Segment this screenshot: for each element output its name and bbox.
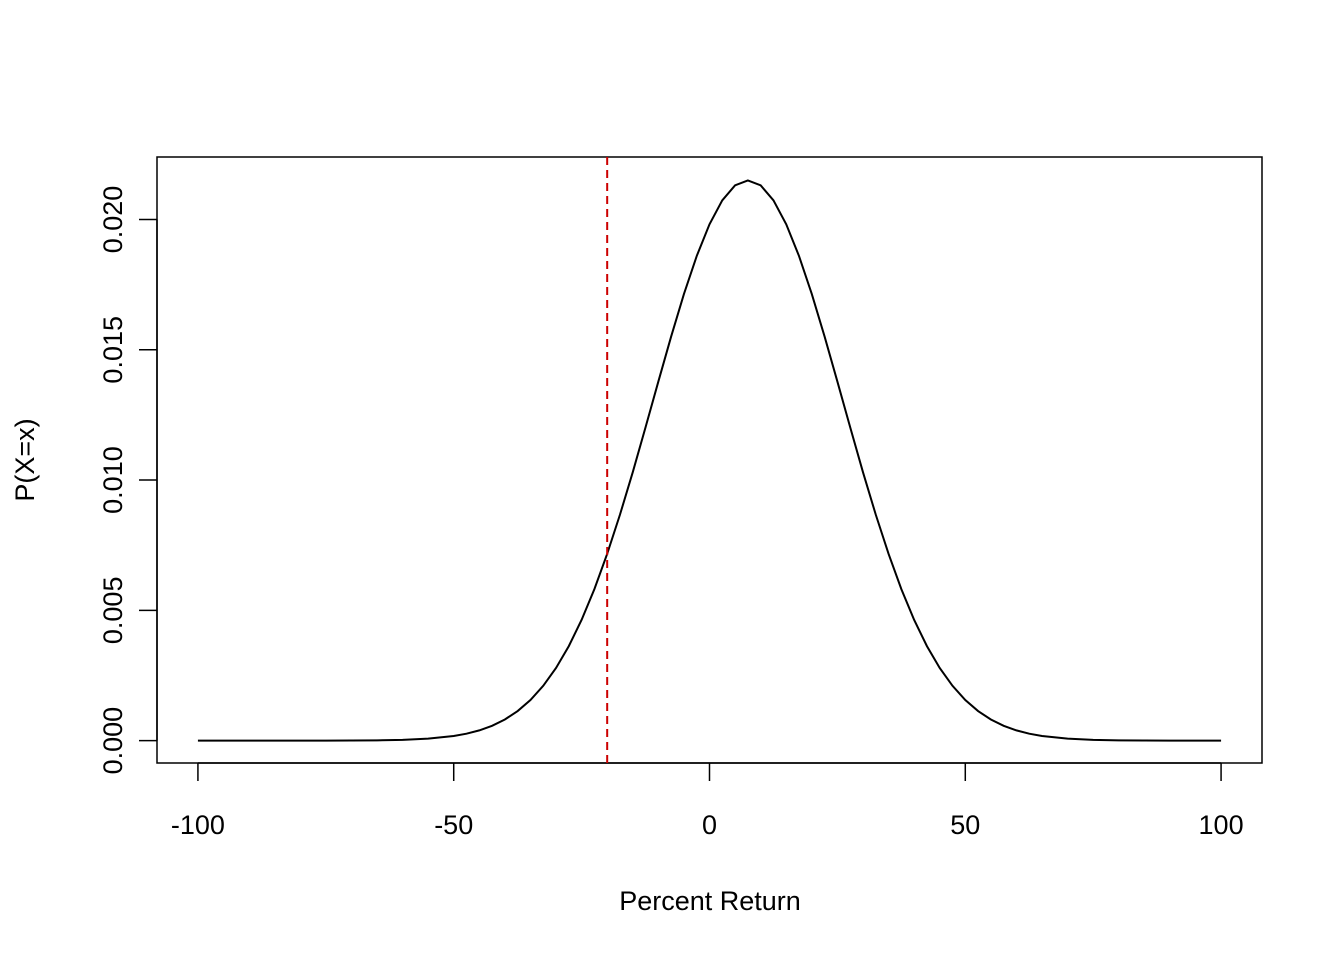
y-tick-label: 0.010	[98, 446, 128, 514]
y-tick-label: 0.000	[98, 707, 128, 775]
y-tick-label: 0.005	[98, 577, 128, 645]
x-axis-label: Percent Return	[619, 886, 801, 916]
y-tick-label: 0.020	[98, 186, 128, 254]
x-tick-label: 50	[950, 810, 980, 840]
density-line	[197, 179, 1222, 742]
y-tick-label: 0.015	[98, 316, 128, 384]
plot-box	[156, 156, 1263, 764]
x-tick-label: 0	[702, 810, 717, 840]
x-tick-label: -100	[171, 810, 225, 840]
x-tick-label: -50	[434, 810, 473, 840]
y-axis-label: P(X=x)	[10, 418, 40, 501]
x-tick-label: 100	[1199, 810, 1244, 840]
